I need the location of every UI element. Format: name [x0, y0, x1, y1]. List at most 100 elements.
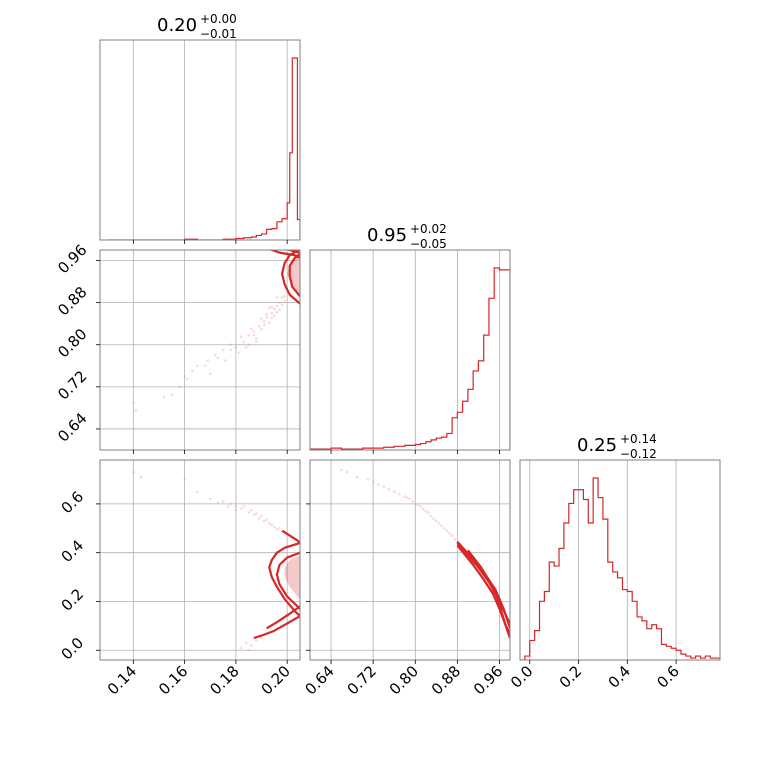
xtick-label-param-1-1: 0.16: [155, 662, 191, 698]
xtick-label-param-3-1: 0.2: [556, 662, 586, 692]
ytick-label-param-3-1: 0.2: [58, 585, 88, 615]
title-param-1: 0.20: [157, 15, 197, 36]
scatter-point-0-8: [216, 356, 220, 360]
scatter-point-1-17: [249, 508, 253, 512]
scatter-point-0-48: [252, 333, 256, 337]
scatter-point-1-18: [260, 514, 263, 518]
scatter-point-0-50: [280, 303, 284, 307]
scatter-point-0-34: [249, 327, 253, 331]
scatter-point-0-1: [134, 409, 138, 412]
scatter-point-2-4: [382, 485, 385, 489]
scatter-point-1-12: [262, 519, 266, 523]
xtick-label-param-2-0: 0.64: [302, 662, 338, 698]
contour-line-1-2: [281, 529, 300, 544]
axes-frame-2-0: [99, 459, 301, 661]
scatter-point-0-10: [229, 348, 233, 352]
scatter-point-1-29: [239, 646, 243, 650]
scatter-point-2-21: [432, 517, 435, 520]
scatter-point-1-27: [249, 644, 253, 647]
scatter-point-0-31: [275, 296, 279, 299]
scatter-point-2-25: [453, 537, 457, 541]
title-param-3-minus: −0.12: [620, 447, 657, 461]
scatter-point-0-7: [208, 372, 212, 375]
scatter-point-2-16: [387, 487, 391, 491]
scatter-point-0-39: [206, 359, 209, 362]
scatter-point-0-22: [267, 321, 271, 324]
scatter-point-1-28: [255, 639, 258, 642]
histogram-layer: [107, 57, 720, 660]
ytick-label-param-2-4: 0.96: [54, 241, 90, 277]
title-param-2-minus: −0.05: [410, 237, 447, 251]
scatter-point-1-25: [255, 512, 258, 515]
xtick-label-param-3-0: 0.0: [507, 662, 537, 692]
scatter-point-1-15: [275, 528, 279, 531]
scatter-point-2-26: [406, 496, 409, 500]
axes-frame-layer: [99, 39, 721, 661]
contour-line-1-4: [266, 605, 300, 630]
scatter-point-0-40: [196, 364, 199, 368]
scatter-point-1-1: [139, 475, 143, 479]
grid-layer: [100, 40, 677, 660]
scatter-point-2-14: [445, 529, 449, 533]
scatter-point-2-18: [411, 500, 414, 503]
title-param-2: 0.95: [367, 225, 407, 246]
title-param-3-plus: +0.14: [620, 432, 657, 446]
scatter-point-2-7: [408, 497, 412, 501]
histogram-param-2: [310, 267, 510, 450]
scatter-point-0-46: [270, 305, 274, 309]
scatter-point-0-18: [257, 325, 261, 328]
scatter-point-2-19: [421, 507, 425, 511]
contour-layer: [253, 250, 510, 640]
xtick-label-param-3-2: 0.4: [605, 662, 635, 692]
scatter-point-0-16: [252, 330, 256, 333]
histogram-param-1: [107, 57, 300, 240]
title-param-1-minus: −0.01: [200, 27, 237, 41]
scatter-point-0-4: [185, 377, 189, 381]
scatter-point-0-2: [170, 393, 174, 397]
scatter-point-0-15: [247, 333, 251, 337]
scatter-point-0-44: [255, 340, 258, 343]
scatter-point-2-23: [442, 526, 446, 530]
contour-line-0-2: [280, 250, 300, 305]
scatter-point-0-43: [244, 346, 248, 349]
scatter-point-0-13: [242, 340, 245, 344]
ytick-label-param-2-2: 0.80: [54, 325, 90, 361]
scatter-point-0-20: [262, 319, 266, 323]
scatter-point-0-19: [260, 327, 263, 331]
scatter-point-1-11: [257, 517, 261, 520]
scatter-point-0-30: [283, 299, 286, 302]
scatter-point-0-38: [214, 353, 217, 357]
scatter-point-1-10: [252, 513, 256, 517]
contour-line-1-3: [253, 615, 300, 640]
xtick-label-param-2-3: 0.88: [428, 662, 464, 698]
contour-fill-1: [284, 555, 300, 600]
scatter-point-0-35: [239, 335, 243, 339]
scatter-point-1-19: [265, 518, 268, 522]
axes-frame-2-2: [519, 459, 721, 661]
ytick-label-param-3-0: 0.0: [58, 634, 88, 664]
scatter-point-0-9: [224, 359, 227, 362]
contour-line-1-0: [268, 541, 300, 617]
scatter-point-2-13: [440, 524, 443, 528]
scatter-point-0-42: [162, 396, 166, 399]
contour-line-2-0: [456, 542, 510, 639]
scatter-point-2-6: [403, 495, 407, 498]
scatter-point-1-9: [247, 511, 251, 514]
scatter-point-0-51: [275, 310, 279, 314]
scatter-point-1-30: [260, 636, 263, 640]
scatter-point-2-1: [345, 470, 349, 474]
scatter-point-2-2: [356, 475, 359, 479]
histogram-param-3: [520, 477, 720, 660]
scatter-point-0-12: [237, 351, 240, 354]
scatter-point-0-47: [262, 323, 266, 327]
axes-frame-0-0: [99, 39, 301, 241]
xtick-label-param-1-2: 0.18: [206, 662, 242, 698]
ytick-label-param-3-3: 0.6: [58, 488, 88, 518]
scatter-point-0-24: [273, 307, 276, 311]
contour-line-1-1: [275, 551, 300, 610]
ytick-label-param-2-1: 0.72: [54, 367, 90, 403]
scatter-point-2-10: [424, 509, 428, 513]
scatter-point-0-17: [255, 337, 258, 340]
scatter-point-0-33: [260, 317, 263, 320]
